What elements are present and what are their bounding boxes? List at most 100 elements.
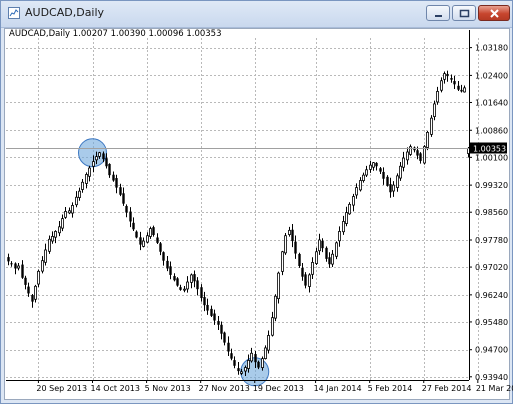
candle-body-down — [193, 274, 196, 282]
close-button[interactable] — [478, 5, 510, 21]
candle-body-up — [61, 218, 64, 229]
x-tick-label: 14 Oct 2013 — [91, 384, 140, 393]
x-tick-label: 27 Feb 2014 — [422, 384, 472, 393]
candle-body-down — [223, 332, 226, 343]
candle-body-up — [149, 228, 152, 237]
candle-body-up — [58, 226, 61, 234]
candle-body-up — [284, 235, 287, 254]
current-price-tag — [470, 142, 507, 154]
candle-body-down — [220, 324, 223, 334]
candle-body-up — [406, 151, 409, 161]
candle-body-up — [247, 360, 250, 369]
candle-body-up — [433, 103, 436, 117]
candle-body-down — [102, 153, 105, 160]
x-tick-label: 19 Dec 2013 — [253, 384, 304, 393]
candle-body-down — [304, 274, 307, 286]
candle-body-down — [24, 277, 27, 285]
candle-body-up — [146, 235, 149, 243]
candle-body-up — [244, 367, 247, 372]
maximize-button[interactable] — [452, 5, 476, 21]
candle-body-up — [440, 80, 443, 91]
y-tick-label: 0.97020 — [475, 263, 508, 272]
candle-body-up — [359, 180, 362, 191]
candle-body-up — [92, 161, 95, 167]
candle-body-up — [311, 262, 314, 275]
title-bar[interactable]: AUDCAD,Daily — [1, 1, 512, 28]
candle-body-down — [301, 267, 304, 277]
candle-body-up — [41, 260, 44, 272]
chart-info-line: AUDCAD,Daily 1.00207 1.00390 1.00096 1.0… — [9, 29, 222, 39]
candle-body-up — [423, 146, 426, 164]
window-title: AUDCAD,Daily — [25, 6, 105, 19]
candle-body-up — [331, 253, 334, 265]
x-tick-label: 20 Sep 2013 — [36, 384, 87, 393]
candle-body-down — [173, 276, 176, 281]
candle-body-down — [108, 163, 111, 176]
candle-body-up — [186, 281, 189, 290]
candle-body-up — [190, 274, 193, 283]
y-tick-label: 1.00860 — [475, 126, 508, 135]
candle-body-up — [250, 352, 253, 362]
x-tick-label: 5 Nov 2013 — [145, 384, 191, 393]
candle-body-down — [112, 174, 115, 181]
candle-body-up — [335, 242, 338, 257]
y-tick-label: 1.01640 — [475, 98, 508, 107]
candle-body-down — [14, 263, 17, 269]
candle-body-down — [457, 85, 460, 90]
x-tick-label: 21 Mar 2014 — [476, 384, 513, 393]
candle-body-up — [267, 335, 270, 351]
candle-body-down — [382, 171, 385, 179]
candle-body-down — [419, 153, 422, 161]
candle-body-down — [129, 211, 132, 222]
candle-body-up — [392, 184, 395, 192]
candle-body-up — [71, 205, 74, 214]
candle-body-up — [271, 317, 274, 336]
candle-body-down — [162, 252, 165, 261]
candle-body-up — [352, 196, 355, 206]
candle-body-down — [233, 360, 236, 366]
candle-body-up — [318, 239, 321, 252]
candle-body-down — [460, 89, 463, 92]
candle-body-up — [308, 274, 311, 287]
candle-body-up — [34, 285, 37, 300]
candle-body-up — [409, 146, 412, 155]
close-icon — [490, 9, 499, 18]
y-tick-label: 1.02400 — [475, 71, 508, 80]
candle-body-up — [85, 174, 88, 184]
candle-body-down — [156, 237, 159, 243]
candle-body-down — [7, 257, 10, 262]
candle-body-up — [54, 231, 57, 238]
candle-body-down — [203, 297, 206, 306]
candle-body-down — [450, 78, 453, 80]
candle-body-down — [115, 178, 118, 188]
candle-body-up — [338, 231, 341, 242]
candle-body-down — [257, 361, 260, 368]
candle-body-down — [237, 368, 240, 372]
x-tick-label: 14 Jan 2014 — [314, 384, 362, 393]
candle-body-up — [88, 167, 91, 177]
candle-body-down — [227, 342, 230, 352]
candle-body-down — [176, 278, 179, 286]
candle-body-up — [436, 91, 439, 103]
candle-body-up — [48, 238, 51, 252]
candle-body-down — [254, 354, 257, 363]
x-tick-label: 5 Feb 2014 — [368, 384, 413, 393]
chart-area[interactable] — [4, 28, 510, 400]
minimize-button[interactable] — [426, 5, 450, 21]
candle-body-up — [183, 288, 186, 291]
candle-body-up — [342, 221, 345, 233]
candle-body-down — [379, 168, 382, 172]
candle-body-down — [166, 260, 169, 269]
candle-body-up — [277, 272, 280, 300]
candle-body-up — [44, 249, 47, 263]
candle-body-up — [443, 73, 446, 80]
candle-body-down — [446, 73, 449, 77]
candle-body-up — [355, 187, 358, 196]
candle-body-up — [402, 157, 405, 168]
y-tick-label: 1.03180 — [475, 44, 508, 53]
candle-body-down — [386, 176, 389, 186]
y-tick-label: 0.95480 — [475, 318, 508, 327]
y-tick-label: 1.00100 — [475, 153, 508, 162]
